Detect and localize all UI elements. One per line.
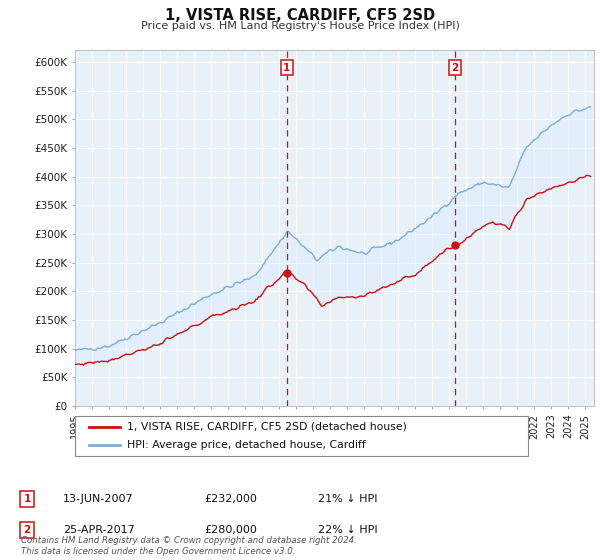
FancyBboxPatch shape bbox=[75, 416, 528, 456]
Text: 21% ↓ HPI: 21% ↓ HPI bbox=[318, 494, 377, 504]
Text: 25-APR-2017: 25-APR-2017 bbox=[63, 525, 135, 535]
Text: Price paid vs. HM Land Registry's House Price Index (HPI): Price paid vs. HM Land Registry's House … bbox=[140, 21, 460, 31]
Text: 2: 2 bbox=[451, 63, 458, 73]
Text: 1, VISTA RISE, CARDIFF, CF5 2SD: 1, VISTA RISE, CARDIFF, CF5 2SD bbox=[165, 8, 435, 24]
Text: Contains HM Land Registry data © Crown copyright and database right 2024.
This d: Contains HM Land Registry data © Crown c… bbox=[21, 536, 357, 556]
Text: 1: 1 bbox=[283, 63, 290, 73]
Text: HPI: Average price, detached house, Cardiff: HPI: Average price, detached house, Card… bbox=[127, 440, 366, 450]
Text: 2: 2 bbox=[23, 525, 31, 535]
Text: 22% ↓ HPI: 22% ↓ HPI bbox=[318, 525, 377, 535]
Text: 1: 1 bbox=[23, 494, 31, 504]
Text: £232,000: £232,000 bbox=[204, 494, 257, 504]
Text: 13-JUN-2007: 13-JUN-2007 bbox=[63, 494, 134, 504]
Text: £280,000: £280,000 bbox=[204, 525, 257, 535]
Text: 1, VISTA RISE, CARDIFF, CF5 2SD (detached house): 1, VISTA RISE, CARDIFF, CF5 2SD (detache… bbox=[127, 422, 407, 432]
